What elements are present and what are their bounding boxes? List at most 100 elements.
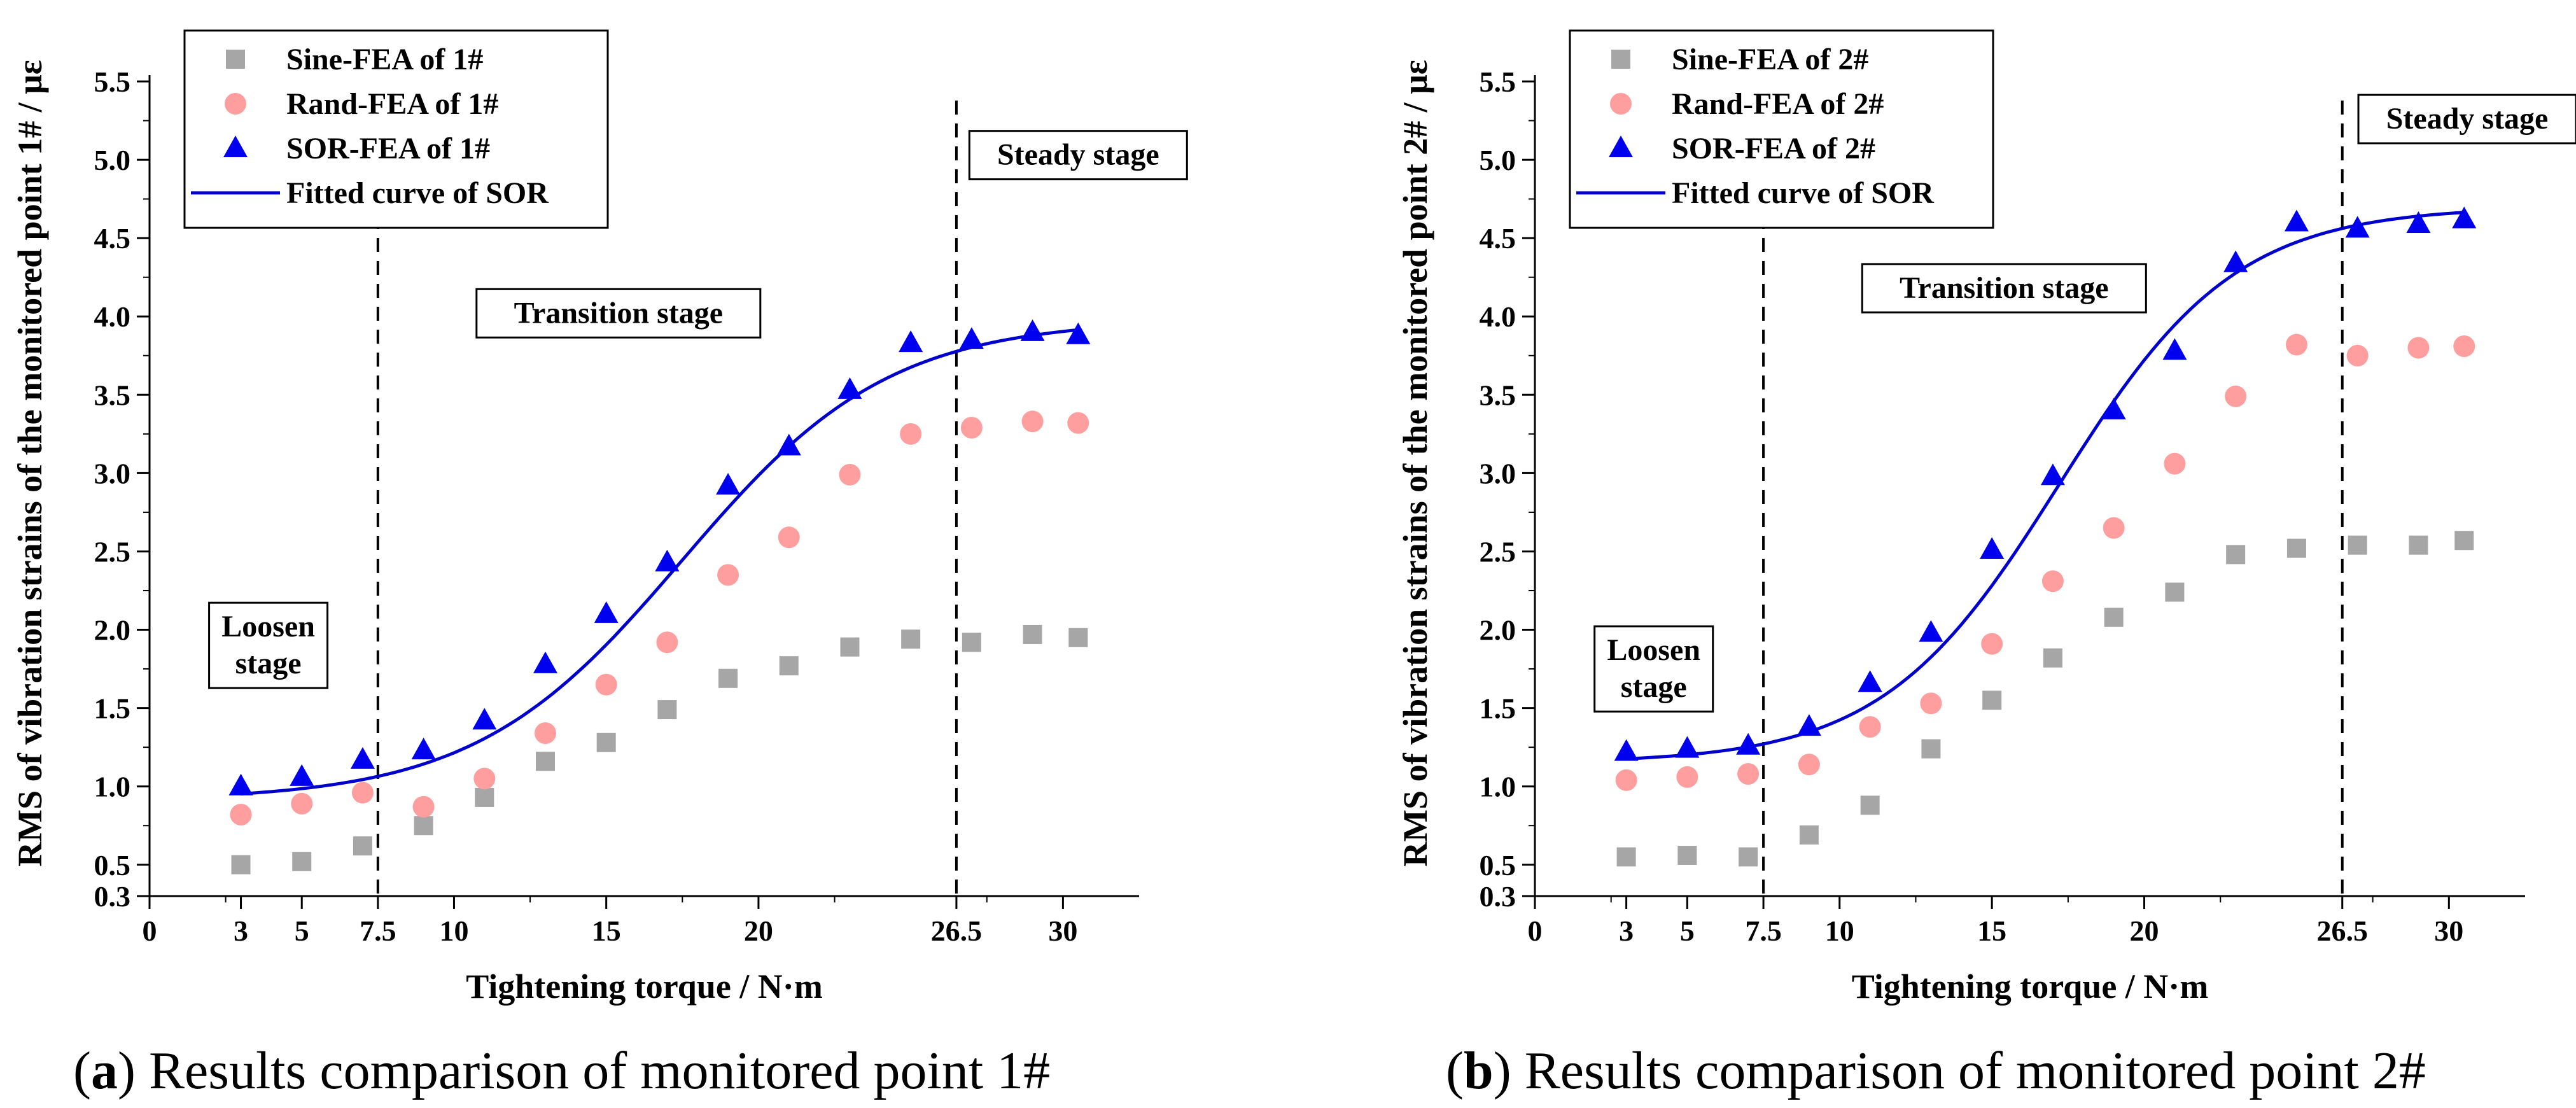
sor-fea-point	[350, 747, 375, 769]
caption-paren-close: )	[1494, 1041, 1511, 1100]
stage-label: Steady stage	[997, 138, 1159, 172]
y-tick-label: 4.0	[1480, 300, 1516, 333]
x-tick-label: 26.5	[931, 915, 983, 947]
y-tick-label: 0.3	[94, 880, 131, 913]
rand-fea-point	[1920, 692, 1942, 715]
rand-fea-point	[1676, 766, 1698, 788]
y-tick-label: 2.0	[94, 614, 131, 647]
sor-fea-point	[899, 330, 923, 353]
sor-fea-point	[1614, 739, 1639, 761]
y-tick-label: 0.5	[94, 849, 131, 881]
caption-letter: a	[91, 1041, 118, 1100]
caption-paren-open: (	[1446, 1041, 1464, 1100]
sor-fea-point	[1980, 537, 2005, 559]
stage-label: stage	[235, 647, 302, 680]
sor-fea-point	[594, 601, 619, 623]
sor-fea-point	[2345, 216, 2370, 238]
chart-panel-b: 0.30.5 1.0 1.5 2.0 2.5 3.0 3.5 4.0 4.5 5.0 5.5 0 3 5 7…	[1396, 29, 2576, 1100]
stage-label-box	[475, 288, 762, 339]
rand-fea-point	[2103, 517, 2125, 539]
rand-fea-point	[1067, 412, 1089, 434]
sine-fea-point	[962, 633, 981, 652]
y-tick-label: 2.5	[1480, 535, 1516, 568]
sor-fea-point	[290, 764, 314, 786]
y-tick-label: 3.0	[1480, 457, 1516, 489]
stage-label: stage	[1621, 670, 1687, 704]
sor-fea-point	[411, 738, 436, 760]
sor-fea-point	[1736, 733, 1761, 755]
x-tick-label: 3	[234, 915, 248, 947]
y-axis-title: RMS of vibration strains of the monitore…	[1396, 60, 1434, 867]
legend-box	[1569, 29, 1994, 229]
rand-fea-point	[535, 722, 556, 744]
rand-fea-point	[717, 564, 739, 586]
sine-fea-point	[1068, 628, 1088, 647]
x-tick-label: 0	[1528, 915, 1543, 947]
sor-fea-point	[2406, 211, 2431, 233]
sor-fea-point	[776, 433, 801, 456]
sine-fea-point	[1982, 691, 2002, 710]
sine-fea-point	[1921, 739, 1941, 759]
x-tick-label: 7.5	[360, 915, 396, 947]
legend-marker-triangle	[223, 136, 248, 157]
figure-caption: (b) Results comparison of monitored poin…	[1446, 1041, 2426, 1100]
sor-fea-point	[2223, 250, 2248, 272]
sor-fea-point	[1858, 670, 1882, 692]
sine-fea-point	[2286, 538, 2306, 558]
sor-fea-point	[716, 473, 741, 495]
rand-fea-point	[595, 673, 617, 696]
sine-fea-point	[1799, 825, 1819, 845]
sine-fea-point	[718, 668, 738, 688]
sor-fea-point	[2162, 338, 2187, 360]
y-tick-label: 5.5	[94, 66, 131, 98]
rand-fea-point	[1981, 633, 2003, 655]
caption-paren-open: (	[73, 1041, 91, 1100]
rand-fea-point	[1737, 763, 1760, 785]
x-tick-label: 0	[143, 915, 157, 947]
sor-fea-point	[2040, 463, 2065, 486]
stage-label-box	[2357, 94, 2576, 144]
y-tick-label: 3.5	[94, 379, 131, 411]
fitted-curve-line	[1626, 211, 2465, 761]
stage-label-box	[208, 601, 329, 689]
sine-fea-point	[1616, 847, 1636, 867]
rand-fea-point	[351, 782, 374, 804]
sine-fea-point	[2043, 648, 2062, 668]
y-tick-label: 0.5	[1480, 849, 1516, 881]
sine-fea-point	[840, 637, 860, 657]
sor-fea-point	[1066, 322, 1091, 344]
y-tick-label: 4.5	[94, 222, 131, 255]
rand-fea-point	[230, 804, 252, 825]
y-tick-label: 2.5	[94, 535, 131, 568]
stage-label: Transition stage	[1900, 271, 2108, 305]
legend-label: Sine-FEA of 2#	[1672, 43, 1868, 76]
rand-fea-point	[2164, 452, 2186, 475]
sine-fea-point	[231, 855, 251, 874]
sor-fea-point	[1020, 319, 1045, 341]
sine-fea-point	[657, 700, 677, 720]
rand-fea-point	[1615, 769, 1637, 791]
y-tick-label: 3.0	[94, 457, 131, 489]
rand-fea-point	[2285, 333, 2307, 356]
rand-fea-point	[473, 768, 496, 790]
stage-label-box	[968, 130, 1188, 181]
y-tick-label: 1.5	[1480, 692, 1516, 725]
sine-fea-point	[901, 629, 921, 649]
legend-label: Rand-FEA of 1#	[286, 87, 498, 121]
legend-box	[183, 29, 609, 229]
x-tick-label: 5	[1680, 915, 1695, 947]
figure-caption: (a) Results comparison of monitored poin…	[73, 1041, 1050, 1100]
sine-fea-point	[2348, 535, 2367, 555]
y-tick-label: 5.5	[1480, 66, 1516, 98]
x-tick-label: 20	[744, 915, 773, 947]
y-tick-label: 3.5	[1480, 379, 1516, 411]
chart-panel-a: 0.30.5 1.0 1.5 2.0 2.5 3.0 3.5 4.0 4.5 5.0 5.5 0 3 5 7…	[11, 29, 1188, 1100]
x-tick-label: 7.5	[1745, 915, 1782, 947]
sine-fea-point	[414, 816, 433, 836]
legend-label: Fitted curve of SOR	[1672, 176, 1935, 210]
rand-fea-point	[656, 631, 678, 654]
caption-paren-close: )	[118, 1041, 136, 1100]
legend-marker-circle	[1610, 93, 1632, 115]
sine-fea-point	[2454, 531, 2474, 550]
y-tick-label: 4.5	[1480, 222, 1516, 255]
